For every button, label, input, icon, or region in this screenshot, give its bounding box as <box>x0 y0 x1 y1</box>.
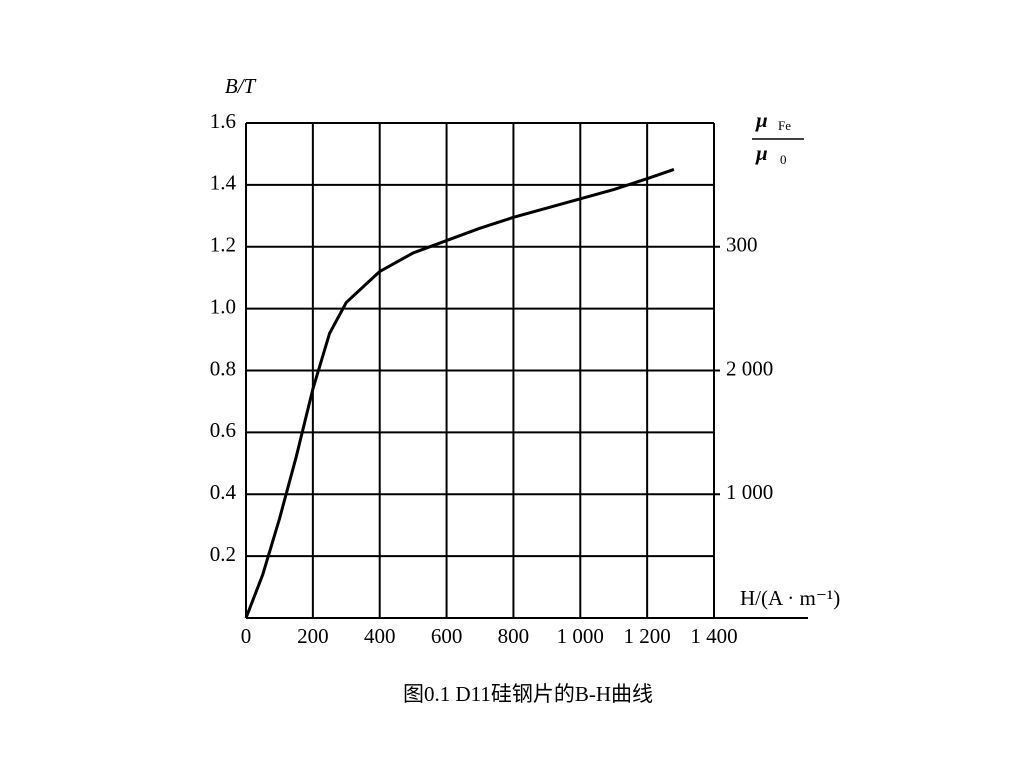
x-tick-label: 1 400 <box>690 624 737 648</box>
y2-tick-label: 300 <box>726 233 758 257</box>
y-tick-label: 0.6 <box>210 418 236 442</box>
y-tick-label: 1.0 <box>210 294 236 318</box>
x-tick-label: 800 <box>498 624 530 648</box>
y-axis-label: B/T <box>225 74 257 98</box>
y-tick-label: 0.8 <box>210 356 236 380</box>
y-tick-label: 1.2 <box>210 233 236 257</box>
x-tick-label: 1 200 <box>624 624 671 648</box>
x-tick-label: 0 <box>241 624 252 648</box>
x-tick-label: 400 <box>364 624 396 648</box>
numerator-subscript: Fe <box>778 118 791 133</box>
y-tick-label: 1.6 <box>210 109 236 133</box>
denominator-symbol: μ <box>755 141 768 165</box>
x-tick-label: 600 <box>431 624 463 648</box>
denominator-subscript: 0 <box>780 152 787 167</box>
x-tick-label: 1 000 <box>557 624 604 648</box>
y-tick-label: 0.2 <box>210 542 236 566</box>
y2-axis-label: μ Fe μ 0 <box>752 108 804 167</box>
y-tick-label: 0.4 <box>210 480 237 504</box>
caption: 图0.1 D11硅钢片的B-H曲线 <box>403 682 653 706</box>
x-tick-label: 200 <box>297 624 329 648</box>
y2-tick-label: 2 000 <box>726 356 773 380</box>
y-tick-label: 1.4 <box>210 171 237 195</box>
curve <box>244 167 675 619</box>
x-axis-label: H/(A · m⁻¹) <box>740 586 840 610</box>
numerator-symbol: μ <box>755 108 768 132</box>
y2-tick-label: 1 000 <box>726 480 773 504</box>
